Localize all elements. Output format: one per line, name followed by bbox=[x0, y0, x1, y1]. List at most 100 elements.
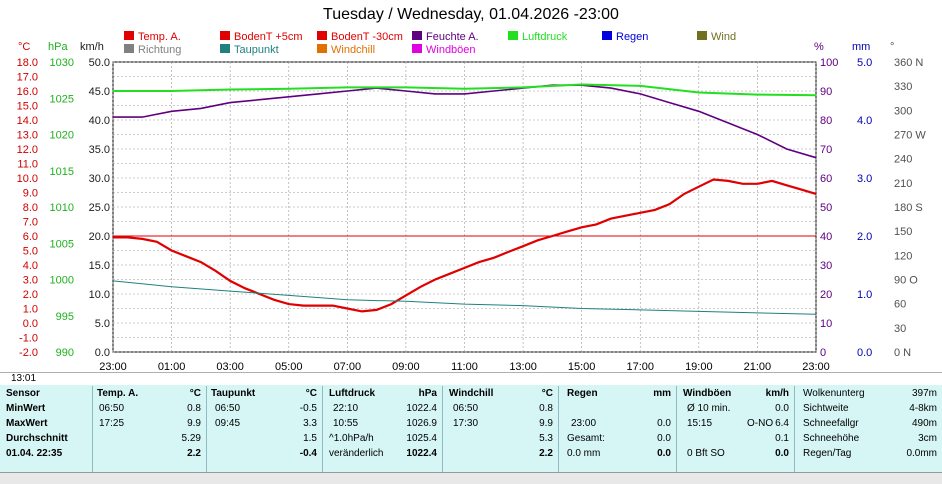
gusts-max-time: 15:15 bbox=[687, 418, 713, 429]
windchill-avg: 5.3 bbox=[539, 433, 553, 444]
humidity-unit-label: % bbox=[814, 41, 824, 53]
rainday-label: Regen/Tag bbox=[803, 448, 852, 459]
temp-tick-label: -2.0 bbox=[19, 347, 38, 359]
legend-label: Richtung bbox=[138, 44, 181, 56]
legend-swatch bbox=[124, 31, 134, 40]
wind-unit-label: km/h bbox=[80, 41, 104, 53]
rain-total: 0.0 bbox=[657, 433, 671, 444]
dew-header: Taupunkt bbox=[211, 388, 256, 399]
temp-tick-label: 17.0 bbox=[17, 72, 38, 84]
legend-label: Temp. A. bbox=[138, 31, 181, 43]
rain-tick-label: 0.0 bbox=[857, 347, 872, 359]
humidity-tick-label: 60 bbox=[820, 173, 832, 185]
wind-tick-label: 40.0 bbox=[89, 115, 110, 127]
rain-total-label: Gesamt: bbox=[567, 433, 605, 444]
gusts-current: 0.0 bbox=[775, 448, 789, 459]
stats-col-dewpoint: Taupunkt °C 06:50 -0.5 09:45 3.3 1.5 -0.4 bbox=[206, 386, 323, 472]
rain-tick-label: 5.0 bbox=[857, 57, 872, 69]
temp-tick-label: 3.0 bbox=[23, 275, 38, 287]
pressure-header: Luftdruck bbox=[329, 388, 376, 399]
wind-tick-label: 45.0 bbox=[89, 86, 110, 98]
wind-tick-label: 10.0 bbox=[89, 289, 110, 301]
pressure-max-time: 10:55 bbox=[333, 418, 359, 429]
temp-tick-label: 12.0 bbox=[17, 144, 38, 156]
pressure-tick-label: 1025 bbox=[50, 93, 74, 105]
temp-avg: 5.29 bbox=[181, 433, 201, 444]
direction-unit-label: ° bbox=[890, 41, 894, 53]
stats-durchschnitt: Durchschnitt bbox=[6, 433, 68, 444]
x-tick-label: 03:00 bbox=[216, 361, 244, 372]
pressure-max-value: 1026.9 bbox=[406, 418, 437, 429]
temp-tick-label: 2.0 bbox=[23, 289, 38, 301]
legend-swatch bbox=[412, 31, 422, 40]
x-tick-label: 05:00 bbox=[275, 361, 303, 372]
pressure-unit: hPa bbox=[418, 388, 437, 399]
rain-header: Regen bbox=[567, 388, 598, 399]
stats-col-temp: Temp. A. °C 06:50 0.8 17:25 9.9 5.29 2.2 bbox=[92, 386, 207, 472]
stats-header: Sensor bbox=[6, 388, 40, 399]
pressure-min-value: 1022.4 bbox=[406, 403, 437, 414]
temp-tick-label: 5.0 bbox=[23, 246, 38, 258]
windchill-max-time: 17:30 bbox=[453, 418, 479, 429]
legend-label: Regen bbox=[616, 31, 648, 43]
snowline-label: Schneefallgr bbox=[803, 418, 859, 429]
humidity-tick-label: 100 bbox=[820, 57, 838, 69]
status-bar bbox=[0, 472, 942, 484]
temp-tick-label: 1.0 bbox=[23, 304, 38, 316]
gusts-bft: 0 Bft SO bbox=[687, 448, 725, 459]
rain-day: 0.0 bbox=[657, 448, 671, 459]
humidity-tick-label: 70 bbox=[820, 144, 832, 156]
temp-tick-label: -1.0 bbox=[19, 333, 38, 345]
rain-tick-label: 1.0 bbox=[857, 289, 872, 301]
temp-tick-label: 4.0 bbox=[23, 260, 38, 272]
legend-swatch bbox=[124, 44, 134, 53]
temp-unit-label: °C bbox=[18, 41, 30, 53]
direction-tick-label: 30 bbox=[894, 323, 906, 335]
legend-label: Feuchte A. bbox=[426, 31, 479, 43]
legend-swatch bbox=[602, 31, 612, 40]
legend-label: BodenT -30cm bbox=[331, 31, 403, 43]
legend-swatch bbox=[220, 31, 230, 40]
rain-tick-label: 3.0 bbox=[857, 173, 872, 185]
temp-tick-label: 18.0 bbox=[17, 57, 38, 69]
temp-tick-label: 8.0 bbox=[23, 202, 38, 214]
stats-col-extra: Wolkenunterg 397m Sichtweite 4-8km Schneef… bbox=[794, 386, 942, 472]
humidity-tick-label: 80 bbox=[820, 115, 832, 127]
x-tick-label: 23:00 bbox=[802, 361, 830, 372]
gusts-max-dir: O-NO bbox=[747, 418, 774, 429]
legend-label: Windböen bbox=[426, 44, 476, 56]
dew-current: -0.4 bbox=[299, 448, 317, 459]
legend-swatch bbox=[317, 44, 327, 53]
cloudbase-value: 397m bbox=[911, 388, 937, 399]
wind-tick-label: 20.0 bbox=[89, 231, 110, 243]
chart-svg: 18.0 17.0 16.0 15.0 14.0 13.0 12.0 11.0 10.0 9.0 8… bbox=[17, 31, 926, 372]
pressure-tick-label: 1010 bbox=[50, 202, 74, 214]
wind-tick-label: 25.0 bbox=[89, 202, 110, 214]
series-line-luftdruck bbox=[113, 83, 817, 97]
x-tick-label: 21:00 bbox=[744, 361, 772, 372]
pressure-current: 1022.4 bbox=[406, 448, 437, 459]
pressure-min-time: 22:10 bbox=[333, 403, 359, 414]
temp-min-time: 06:50 bbox=[99, 403, 125, 414]
gusts-avg-label: Ø 10 min. bbox=[687, 403, 731, 414]
rain-value: 0.0 bbox=[657, 418, 671, 429]
stats-col-sensor: Sensor MinWert MaxWert Durchschnitt 01.0… bbox=[0, 386, 92, 472]
wind-tick-label: 35.0 bbox=[89, 144, 110, 156]
direction-tick-label: 90 O bbox=[894, 275, 918, 287]
snowdepth-value: 3cm bbox=[918, 433, 937, 444]
stats-minwert: MinWert bbox=[6, 403, 46, 414]
windchill-max-value: 9.9 bbox=[539, 418, 553, 429]
legend-label: BodenT +5cm bbox=[234, 31, 303, 43]
snowdepth-label: Schneehöhe bbox=[803, 433, 860, 444]
dew-max-time: 09:45 bbox=[215, 418, 241, 429]
cursor-time: 13:01 bbox=[11, 373, 37, 384]
cursor-bar: 13:01 bbox=[0, 372, 942, 385]
temp-tick-label: 0.0 bbox=[23, 318, 38, 330]
dew-min-time: 06:50 bbox=[215, 403, 241, 414]
temp-tick-label: 10.0 bbox=[17, 173, 38, 185]
legend-swatch bbox=[220, 44, 230, 53]
x-tick-label: 07:00 bbox=[334, 361, 362, 372]
x-tick-label: 19:00 bbox=[685, 361, 713, 372]
dew-max-value: 3.3 bbox=[303, 418, 317, 429]
wind-tick-label: 5.0 bbox=[95, 318, 110, 330]
